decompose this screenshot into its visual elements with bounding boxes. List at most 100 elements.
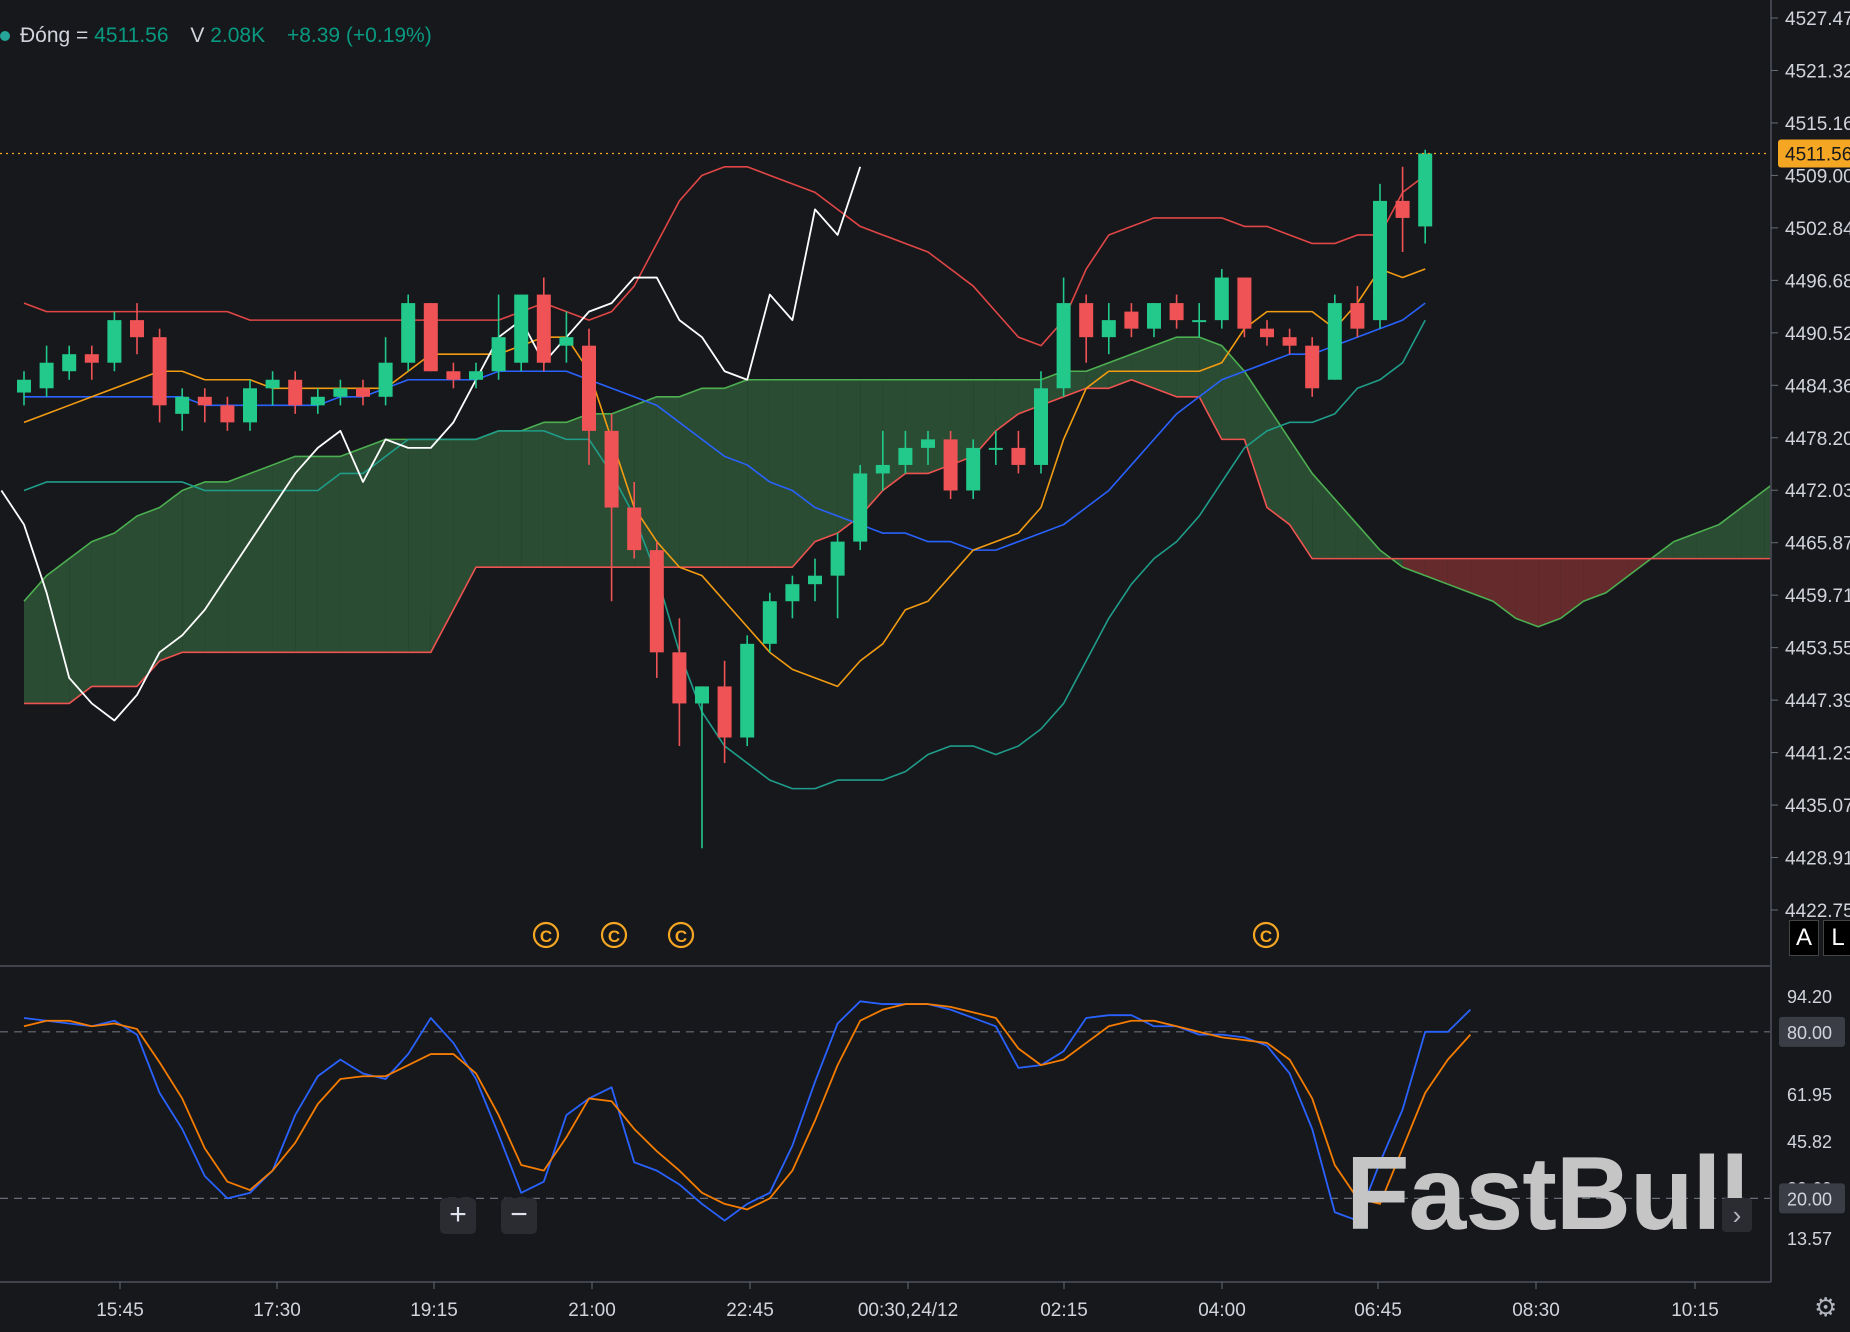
cloud-segment: [453, 439, 476, 610]
candle-body: [84, 354, 99, 363]
candle: [672, 618, 687, 747]
candle-body: [1237, 277, 1252, 329]
cloud-segment: [137, 507, 160, 687]
candle-body: [1147, 303, 1161, 329]
cloud-segment: [1538, 558, 1561, 627]
cloud-segment: [476, 430, 499, 568]
candle-body: [1260, 328, 1274, 338]
cloud-segment: [1154, 337, 1177, 397]
candle-body: [1124, 311, 1139, 329]
stoch-tick-label: 45.82: [1787, 1132, 1832, 1152]
cloud-segment: [204, 481, 228, 653]
candle: [243, 379, 257, 431]
gear-icon[interactable]: ⚙: [1814, 1292, 1838, 1322]
last-price-tag-label: 4511.56: [1785, 145, 1850, 166]
candle: [1214, 269, 1229, 329]
price-tick-label: 4502.84: [1785, 219, 1850, 240]
candle-body: [1101, 320, 1116, 338]
candle: [514, 294, 529, 372]
candle: [627, 481, 642, 559]
price-tick-label: 4515.16: [1785, 114, 1850, 135]
cloud-segment: [566, 413, 589, 568]
candle-body: [717, 686, 732, 738]
last-price-tag-bg: [1778, 139, 1850, 168]
senkou-a-line: [23, 336, 1850, 628]
candle: [130, 303, 144, 355]
candle-body: [898, 447, 913, 465]
cloud-segment: [182, 481, 205, 653]
senkou-b-line: [24, 378, 1850, 705]
candle-body: [310, 396, 325, 406]
candle-body: [1079, 303, 1094, 338]
candle: [536, 277, 551, 372]
cloud-segment: [69, 541, 92, 704]
event-marker: C: [1252, 921, 1280, 949]
ohlc-legend: Đóng = 4511.56 V 2.08K +8.39 (+0.19%): [0, 24, 432, 48]
candle-body: [62, 354, 77, 372]
cloud-segment: [679, 388, 702, 568]
cloud-segment: [1470, 558, 1493, 602]
stoch-d-line: [23, 1003, 1472, 1211]
candle-body: [988, 447, 1003, 450]
event-marker-label: C: [608, 927, 620, 946]
candle: [197, 388, 212, 423]
cloud-segment: [995, 379, 1019, 431]
candle: [175, 388, 190, 431]
candle: [220, 396, 235, 431]
candle-body: [107, 320, 122, 363]
candle: [62, 345, 77, 380]
cloud-segment: [1357, 524, 1380, 559]
candle: [469, 362, 483, 389]
stoch-tick-label: 80.00: [1787, 1023, 1832, 1043]
candle-body: [17, 379, 31, 393]
price-tick-label: 4453.55: [1785, 639, 1850, 660]
candle: [785, 575, 800, 619]
price-tick-label: 4496.68: [1785, 271, 1850, 292]
candle: [1079, 294, 1094, 363]
candle: [1056, 277, 1071, 397]
price-tick-label: 4435.07: [1785, 796, 1850, 817]
level-tag-bg: [1779, 1016, 1845, 1047]
candle-body: [378, 362, 393, 397]
auto-scale-button[interactable]: A: [1789, 920, 1819, 956]
cloud-segment: [295, 456, 318, 653]
candle-body: [491, 337, 506, 372]
zoom-in-button[interactable]: +: [440, 1198, 476, 1234]
candle-body: [695, 686, 709, 704]
cloud-segment: [973, 379, 996, 457]
candle-body: [1418, 153, 1433, 227]
event-marker: C: [600, 921, 628, 949]
time-tick-label: 10:15: [1671, 1300, 1719, 1321]
log-scale-button[interactable]: L: [1823, 920, 1850, 956]
zoom-out-button[interactable]: −: [501, 1198, 537, 1234]
candle-body: [288, 379, 303, 406]
stoch-tick-label: 20.00: [1787, 1189, 1832, 1209]
price-tick-label: 4447.39: [1785, 691, 1850, 712]
candle: [1260, 320, 1274, 346]
candle: [288, 371, 303, 414]
cloud-segment: [1741, 490, 1765, 559]
cloud-segment: [792, 379, 815, 568]
candle: [604, 413, 619, 602]
candle: [740, 635, 755, 747]
chevron-right-icon[interactable]: ›: [1722, 1198, 1752, 1232]
cloud-segment: [1289, 439, 1313, 559]
candle-body: [1373, 200, 1387, 321]
cloud-segment: [272, 456, 296, 653]
candle: [1373, 183, 1387, 329]
price-tick-label: 4472.03: [1785, 481, 1850, 502]
candle-body: [423, 303, 438, 372]
candle-body: [672, 652, 687, 704]
bb-upper-line: [23, 166, 1426, 347]
candle-body: [220, 405, 235, 423]
candle-body: [762, 601, 777, 644]
ichimoku-cloud: [24, 337, 1850, 704]
candle-body: [604, 430, 619, 508]
candle: [1418, 149, 1433, 244]
candle-body: [152, 337, 167, 406]
candle-body: [130, 320, 144, 338]
candle-body: [1056, 303, 1071, 389]
candle: [356, 379, 370, 406]
candle-body: [175, 396, 190, 414]
